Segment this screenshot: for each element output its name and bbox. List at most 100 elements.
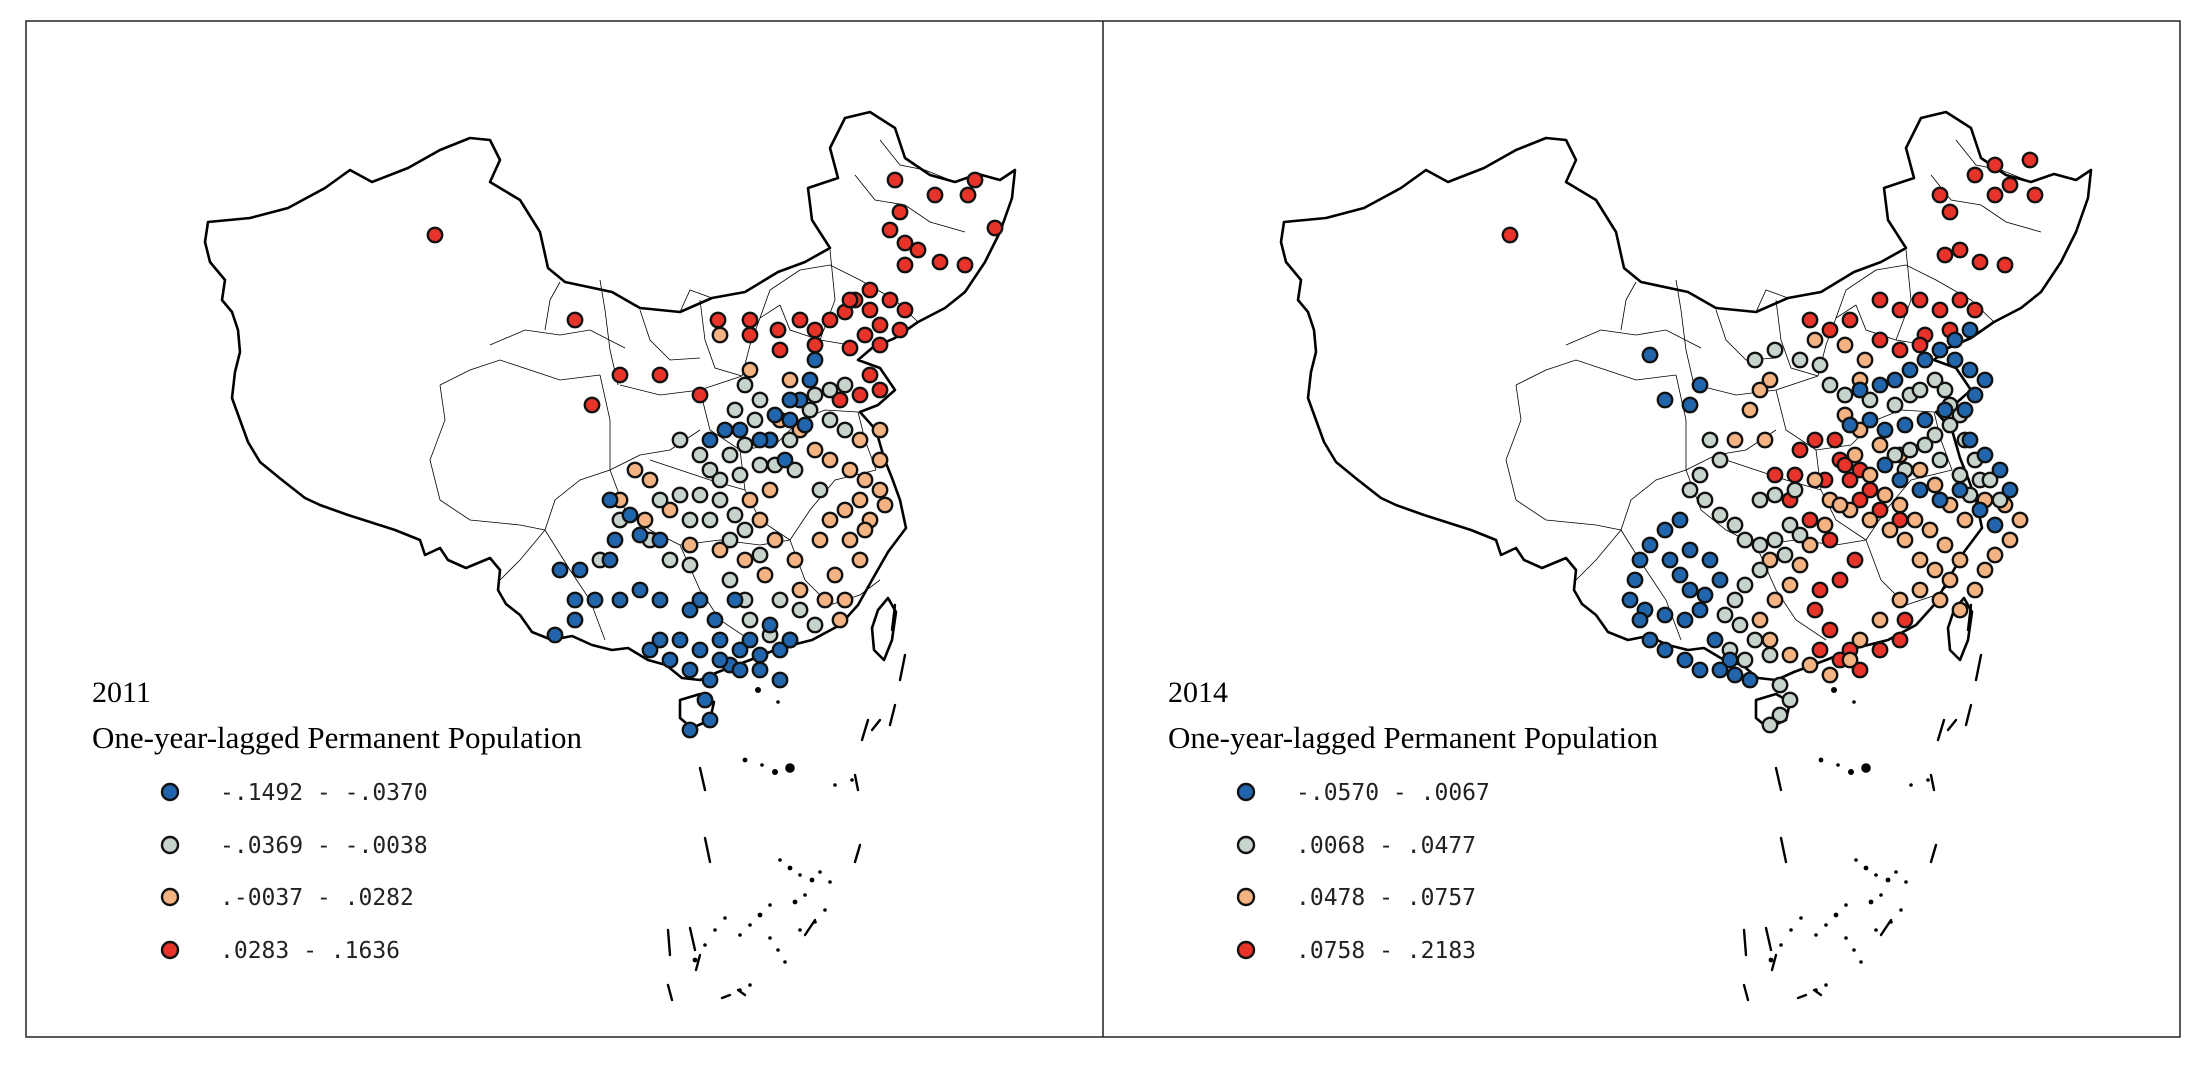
city-point	[1851, 381, 1869, 399]
boundary-dash	[1742, 928, 1748, 957]
city-point	[959, 186, 977, 204]
city-point	[751, 546, 769, 564]
city-point	[1661, 551, 1679, 569]
city-points	[1501, 151, 2044, 734]
province-boundary	[1515, 359, 1677, 386]
city-point	[1941, 571, 1959, 589]
boundary-dash	[803, 918, 817, 937]
city-point	[2001, 176, 2019, 194]
island-mark	[1844, 936, 1848, 940]
island-mark	[776, 700, 780, 704]
city-point	[566, 591, 584, 609]
city-point	[1871, 436, 1889, 454]
province-boundary	[1895, 249, 1912, 341]
city-point	[651, 491, 669, 509]
city-point	[1691, 601, 1709, 619]
city-point	[801, 371, 819, 389]
city-point	[841, 531, 859, 549]
city-point	[751, 391, 769, 409]
city-point	[1756, 431, 1774, 449]
boundary-dash	[1946, 718, 1958, 732]
island-mark	[818, 870, 822, 874]
panel-2011: 2011 One-year-lagged Permanent Populatio…	[92, 110, 1017, 1002]
city-point	[1951, 601, 1969, 619]
island-mark	[778, 858, 782, 862]
city-point	[706, 611, 724, 629]
city-point	[751, 646, 769, 664]
city-point	[1876, 456, 1894, 474]
legend-label-2: .0068 - .0477	[1296, 833, 1476, 859]
city-point	[1721, 651, 1739, 669]
city-point	[1946, 351, 1964, 369]
province-boundary	[599, 279, 619, 386]
province-boundary	[854, 174, 966, 233]
city-point	[821, 511, 839, 529]
island-mark	[850, 778, 854, 782]
island-mark	[1894, 870, 1898, 874]
city-point	[1871, 611, 1889, 629]
city-point	[736, 551, 754, 569]
island-mark	[1768, 957, 1774, 963]
boundary-dash	[1964, 703, 1973, 727]
island-mark	[1836, 763, 1840, 767]
boundary-dash	[1974, 653, 1983, 682]
boundary-dash	[698, 766, 707, 792]
city-point	[781, 371, 799, 389]
boundary-dash	[1812, 988, 1823, 997]
city-point	[769, 321, 787, 339]
city-point	[651, 366, 669, 384]
city-point	[566, 311, 584, 329]
city-point	[1806, 471, 1824, 489]
city-point	[1751, 536, 1769, 554]
city-point	[1741, 671, 1759, 689]
city-point	[1731, 616, 1749, 634]
city-point	[1851, 631, 1869, 649]
province-boundary	[544, 281, 561, 331]
island-mark	[1874, 928, 1878, 932]
city-point	[891, 321, 909, 339]
city-point	[1951, 466, 1969, 484]
city-point	[776, 451, 794, 469]
province-boundary	[544, 469, 611, 531]
legend-item: .0478 - .0757	[1236, 885, 1476, 911]
city-point	[1641, 536, 1659, 554]
city-point	[1691, 466, 1709, 484]
boundary-dash	[1966, 603, 1973, 632]
city-point	[726, 591, 744, 609]
city-point	[1971, 253, 1989, 271]
city-point	[1926, 371, 1944, 389]
province-boundary	[619, 375, 743, 396]
boundary-dash	[888, 703, 897, 727]
city-point	[661, 551, 679, 569]
city-point	[786, 551, 804, 569]
island-mark	[798, 928, 802, 932]
city-point	[1766, 466, 1784, 484]
island-mark	[713, 928, 717, 932]
city-point	[896, 301, 914, 319]
boundary-dash	[688, 926, 697, 952]
city-point	[1921, 521, 1939, 539]
city-point	[1821, 376, 1839, 394]
city-point	[701, 431, 719, 449]
city-point	[871, 336, 889, 354]
city-point	[1956, 401, 1974, 419]
city-point	[886, 171, 904, 189]
city-point	[871, 381, 889, 399]
city-point	[726, 401, 744, 419]
city-point	[766, 531, 784, 549]
city-point	[1776, 546, 1794, 564]
city-point	[1876, 421, 1894, 439]
city-point	[1501, 226, 1519, 244]
city-point	[831, 611, 849, 629]
city-point	[1996, 256, 2014, 274]
city-point	[771, 591, 789, 609]
city-point	[1746, 351, 1764, 369]
city-point	[851, 491, 869, 509]
island-mark	[1859, 960, 1863, 964]
city-point	[1891, 341, 1909, 359]
city-point	[1836, 336, 1854, 354]
province-boundary	[699, 299, 743, 377]
city-point	[1911, 461, 1929, 479]
city-point	[711, 491, 729, 509]
island-mark	[757, 912, 763, 918]
